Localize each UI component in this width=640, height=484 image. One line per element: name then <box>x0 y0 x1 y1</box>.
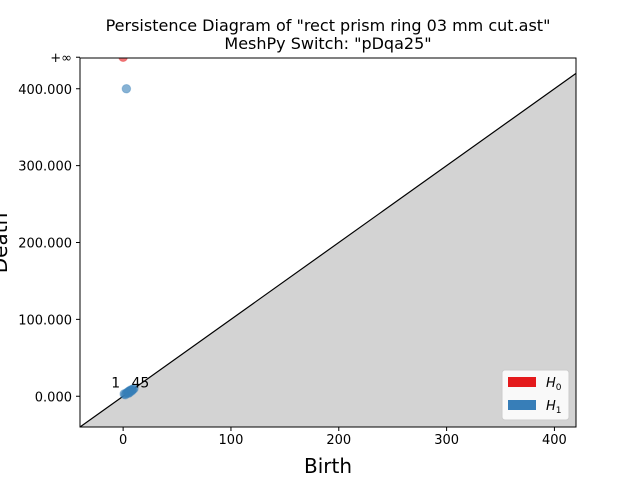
y-tick-label: 300.000 <box>18 160 72 175</box>
y-tick-label: 0.000 <box>35 390 72 405</box>
legend-swatch-h1 <box>508 400 536 410</box>
y-tick-label: 400.000 <box>18 83 72 98</box>
plot-content: 1 45 <box>80 58 576 427</box>
x-tick-label: 400 <box>542 433 567 448</box>
legend-swatch-h0 <box>508 377 536 387</box>
data-point-h1 <box>126 386 137 396</box>
y-tick-label: 100.000 <box>18 313 72 328</box>
point-annotation: 45 <box>132 376 150 392</box>
data-point-h0 <box>118 58 128 63</box>
x-tick-label: 0 <box>119 433 127 448</box>
x-tick-label: 100 <box>219 433 244 448</box>
x-tick-label: 300 <box>434 433 459 448</box>
chart-title: Persistence Diagram of "rect prism ring … <box>106 16 551 35</box>
data-point-h1 <box>121 83 132 94</box>
plot-area: 1 45 0 100 200 300 400 0.000 100.000 200.000 300.0… <box>18 51 577 448</box>
x-axis-label: Birth <box>304 454 352 478</box>
infinity-tick-label: +∞ <box>50 51 72 66</box>
diagonal-line <box>80 72 576 427</box>
x-tick-label: 200 <box>326 433 351 448</box>
chart-subtitle: MeshPy Switch: "pDqa25" <box>224 34 431 53</box>
point-annotation: 1 <box>111 376 120 392</box>
y-tick-label: 200.000 <box>18 237 72 252</box>
y-axis-label: Death <box>0 213 12 273</box>
